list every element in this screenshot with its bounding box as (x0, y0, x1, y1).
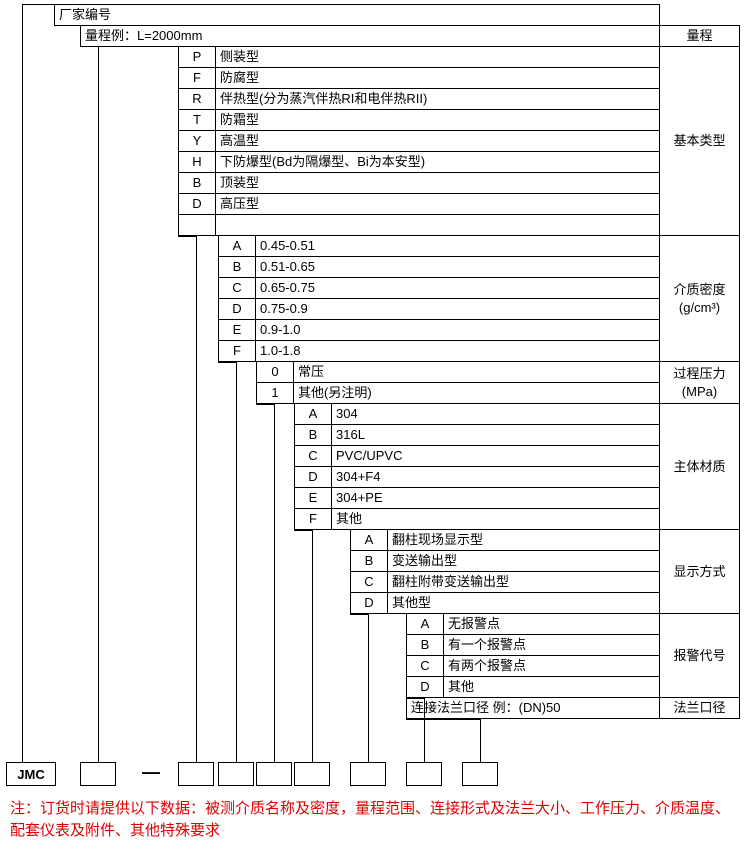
hline-factory-top (22, 4, 54, 5)
code-cell: F (178, 67, 216, 89)
range-example-row: 量程例：L=2000mm (80, 25, 660, 47)
flange-desc: 连接法兰口径 例：(DN)50 (406, 697, 660, 719)
desc-cell: 侧装型 (215, 46, 660, 68)
code-cell (178, 214, 216, 236)
desc-cell: 顶装型 (215, 172, 660, 194)
vline-range (98, 47, 99, 762)
desc-cell: 下防爆型(Bd为隔爆型、Bi为本安型) (215, 151, 660, 173)
section-label: 过程压力 (MPa) (659, 361, 740, 404)
code-cell: C (294, 445, 332, 467)
code-cell: B (406, 634, 444, 656)
code-cell: A (218, 235, 256, 257)
code-cell: B (294, 424, 332, 446)
code-cell: B (178, 172, 216, 194)
vline-section-0 (196, 236, 197, 762)
code-cell: E (294, 487, 332, 509)
code-cell: 1 (256, 382, 294, 404)
range-label: 量程 (659, 25, 740, 47)
code-box-0 (80, 762, 116, 786)
section-label: 显示方式 (659, 529, 740, 614)
desc-cell: 304+PE (331, 487, 660, 509)
desc-cell: 常压 (293, 361, 660, 383)
code-cell: Y (178, 130, 216, 152)
desc-cell: 高压型 (215, 193, 660, 215)
code-box-6 (406, 762, 442, 786)
desc-cell: 0.9-1.0 (255, 319, 660, 341)
ordering-code-diagram: 厂家编号量程例：L=2000mm量程P侧装型F防腐型R伴热型(分为蒸汽伴热RI和… (0, 0, 750, 853)
desc-cell: 其他型 (387, 592, 660, 614)
code-cell: A (350, 529, 388, 551)
desc-cell: 防腐型 (215, 67, 660, 89)
code-box-4 (294, 762, 330, 786)
dash: — (142, 762, 160, 783)
jmc-box: JMC (6, 762, 56, 786)
code-cell: C (350, 571, 388, 593)
vline-section-3 (312, 530, 313, 762)
code-cell: D (294, 466, 332, 488)
desc-cell: 高温型 (215, 130, 660, 152)
desc-cell: 316L (331, 424, 660, 446)
vline-section-1 (236, 362, 237, 762)
vline-section-2 (274, 404, 275, 762)
desc-cell: 伴热型(分为蒸汽伴热RI和电伴热RII) (215, 88, 660, 110)
desc-cell: 0.75-0.9 (255, 298, 660, 320)
desc-cell: 304+F4 (331, 466, 660, 488)
section-label: 报警代号 (659, 613, 740, 698)
flange-label: 法兰口径 (659, 697, 740, 719)
desc-cell: 翻柱附带变送输出型 (387, 571, 660, 593)
code-cell: F (218, 340, 256, 362)
desc-cell: 0.45-0.51 (255, 235, 660, 257)
code-box-1 (178, 762, 214, 786)
desc-cell: 304 (331, 403, 660, 425)
vline-flange (480, 719, 481, 762)
section-label: 介质密度 (g/cm³) (659, 235, 740, 362)
code-cell: H (178, 151, 216, 173)
code-box-3 (256, 762, 292, 786)
desc-cell: 防霜型 (215, 109, 660, 131)
code-cell: F (294, 508, 332, 530)
desc-cell: 有一个报警点 (443, 634, 660, 656)
section-label: 主体材质 (659, 403, 740, 530)
factory-number-row: 厂家编号 (54, 4, 660, 26)
code-box-5 (350, 762, 386, 786)
desc-cell: 其他 (443, 676, 660, 698)
code-cell: C (218, 277, 256, 299)
code-box-2 (218, 762, 254, 786)
code-cell: E (218, 319, 256, 341)
desc-cell: 0.65-0.75 (255, 277, 660, 299)
section-label: 基本类型 (659, 46, 740, 236)
code-cell: D (218, 298, 256, 320)
code-cell: T (178, 109, 216, 131)
code-box-7 (462, 762, 498, 786)
vline-section-5 (424, 698, 425, 762)
desc-cell: 其他(另注明) (293, 382, 660, 404)
desc-cell: 变送输出型 (387, 550, 660, 572)
code-cell: C (406, 655, 444, 677)
vline-section-4 (368, 614, 369, 762)
desc-cell: PVC/UPVC (331, 445, 660, 467)
desc-cell: 无报警点 (443, 613, 660, 635)
code-cell: 0 (256, 361, 294, 383)
code-cell: B (350, 550, 388, 572)
code-cell: D (406, 676, 444, 698)
desc-cell: 有两个报警点 (443, 655, 660, 677)
code-cell: P (178, 46, 216, 68)
code-cell: A (294, 403, 332, 425)
desc-cell: 0.51-0.65 (255, 256, 660, 278)
desc-cell: 翻柱现场显示型 (387, 529, 660, 551)
vline-factory (22, 4, 23, 762)
code-cell: D (350, 592, 388, 614)
desc-cell: 其他 (331, 508, 660, 530)
desc-cell (215, 214, 660, 236)
code-cell: B (218, 256, 256, 278)
desc-cell: 1.0-1.8 (255, 340, 660, 362)
code-cell: A (406, 613, 444, 635)
code-cell: D (178, 193, 216, 215)
ordering-note: 注：订货时请提供以下数据：被测介质名称及密度，量程范围、连接形式及法兰大小、工作… (10, 798, 730, 842)
code-cell: R (178, 88, 216, 110)
